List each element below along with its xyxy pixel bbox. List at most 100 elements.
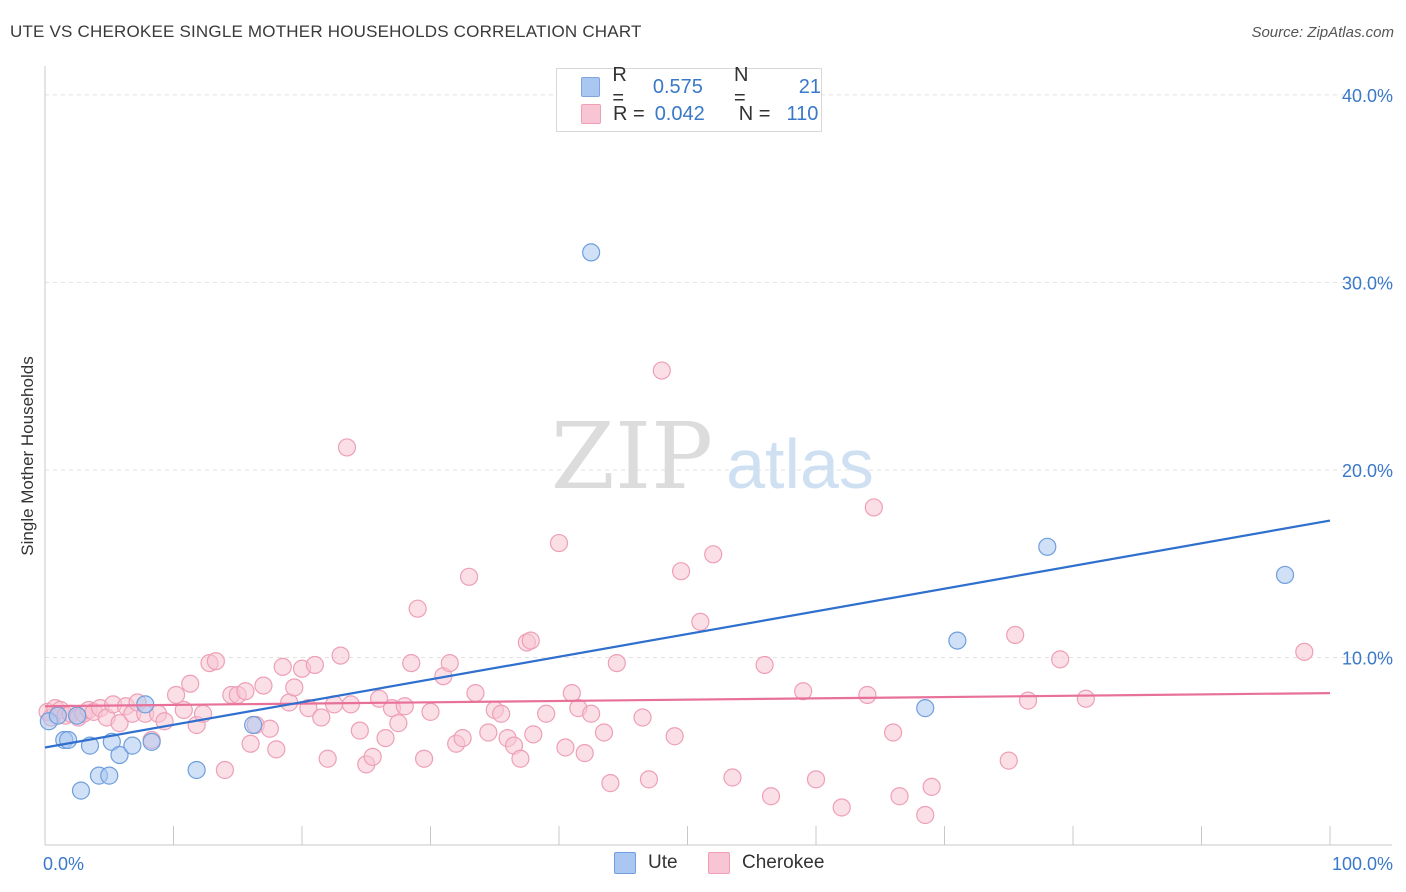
cherokee-point [206, 652, 226, 671]
x-tick-label: 0.0% [43, 854, 84, 874]
cherokee-point [1018, 691, 1038, 710]
watermark-zip: ZIP [551, 403, 713, 510]
cherokee-point [466, 684, 485, 703]
series-legend-ute: Ute [614, 852, 678, 874]
ute-point [948, 631, 967, 650]
cherokee-point [273, 657, 292, 676]
ute-point [187, 760, 206, 780]
cherokee-point [337, 438, 357, 457]
cherokee-point [440, 653, 459, 673]
cherokee-point [260, 719, 279, 738]
cherokee-point [537, 704, 556, 723]
cherokee-point [652, 361, 671, 380]
ute-point [1275, 565, 1295, 585]
ute-point [71, 781, 91, 800]
cherokee-point [267, 740, 286, 759]
watermark: ZIP atlas [551, 403, 874, 510]
cherokee-point [594, 723, 614, 742]
cherokee-point [389, 714, 408, 733]
cherokee-point [723, 768, 742, 787]
cherokee-point [633, 708, 652, 727]
cherokee-point [922, 777, 941, 796]
series-legend-swatch-cherokee [708, 852, 730, 874]
cherokee-point [582, 704, 601, 723]
cherokee-point [453, 729, 472, 748]
cherokee-point [376, 729, 395, 748]
chart-title: UTE VS CHEROKEE SINGLE MOTHER HOUSEHOLDS… [10, 22, 642, 41]
cherokee-point [408, 599, 427, 618]
cherokee-point [575, 744, 594, 763]
cherokee-point [492, 704, 511, 723]
cherokee-point [671, 562, 691, 581]
legend-r-label: R = [613, 102, 645, 125]
ute-point [123, 736, 142, 755]
series-legend: Ute Cherokee [0, 852, 1406, 878]
cherokee-point [1051, 650, 1070, 669]
y-tick-label: 30.0% [1342, 273, 1393, 293]
cherokee-point [350, 721, 369, 740]
ute-point [1038, 537, 1057, 556]
ute-point [582, 243, 601, 262]
cherokee-point [254, 676, 273, 695]
ute-point [244, 715, 263, 735]
cherokee-point [421, 702, 440, 721]
cherokee-point [1295, 642, 1314, 661]
y-tick-label: 40.0% [1342, 86, 1393, 106]
cherokee-point [331, 646, 350, 665]
cherokee-point [241, 734, 260, 753]
cherokee-point [549, 533, 569, 553]
legend-n-value-cherokee: 110 [786, 102, 819, 125]
cherokee-point [761, 787, 781, 806]
series-legend-cherokee: Cherokee [708, 852, 824, 874]
cherokee-point [1006, 625, 1025, 645]
cherokee-point [181, 674, 200, 693]
source-credit: Source: ZipAtlas.com [1251, 24, 1394, 41]
cherokee-point [459, 567, 479, 586]
x-tick-label: 100.0% [1332, 854, 1393, 874]
cherokee-point [864, 498, 883, 517]
cherokee-point [755, 655, 774, 675]
series-legend-label-cherokee: Cherokee [742, 852, 825, 873]
cherokee-trend-line [44, 692, 1331, 708]
legend-swatch-ute [581, 77, 601, 97]
cherokee-point [794, 682, 813, 701]
cherokee-point [665, 727, 684, 746]
ute-point [142, 732, 161, 751]
legend-r-value-cherokee: 0.042 [654, 102, 705, 125]
cherokee-point [236, 682, 255, 701]
ute-point [110, 745, 129, 765]
cherokee-point [285, 678, 304, 697]
series-ute [39, 243, 1295, 800]
cherokee-point [999, 751, 1018, 770]
tick-labels: 10.0% 20.0% 30.0% 40.0% 0.0% 100.0% [43, 86, 1393, 874]
ute-point [916, 699, 935, 718]
y-tick-label: 10.0% [1342, 648, 1393, 668]
series-legend-swatch-ute [614, 852, 636, 874]
cherokee-point [883, 723, 903, 742]
cherokee-point [639, 770, 659, 789]
ute-point [100, 766, 119, 785]
cherokee-point [305, 655, 324, 675]
legend-r-label: R = [612, 64, 627, 109]
ute-trend-line [44, 519, 1331, 749]
gridlines [45, 94, 1392, 658]
correlation-legend: R = 0.575 N = 21 R = 0.042 N = 110 [556, 64, 822, 132]
cherokee-point [402, 653, 421, 673]
axes [44, 66, 1392, 846]
cherokee-point [607, 653, 626, 673]
cherokee-point [363, 747, 382, 766]
cherokee-point [832, 798, 851, 817]
cherokee-point [806, 770, 826, 789]
cherokee-point [858, 685, 877, 705]
cherokee-point [704, 545, 723, 564]
ute-point [48, 706, 67, 725]
cherokee-point [395, 697, 414, 716]
trend-lines [44, 519, 1331, 749]
series-legend-label-ute: Ute [648, 852, 678, 873]
cherokee-point [691, 612, 710, 631]
cherokee-point [556, 738, 575, 757]
cherokee-point [916, 805, 935, 825]
cherokee-point [601, 774, 620, 793]
legend-n-value-ute: 21 [798, 75, 821, 98]
ute-point [59, 730, 78, 750]
